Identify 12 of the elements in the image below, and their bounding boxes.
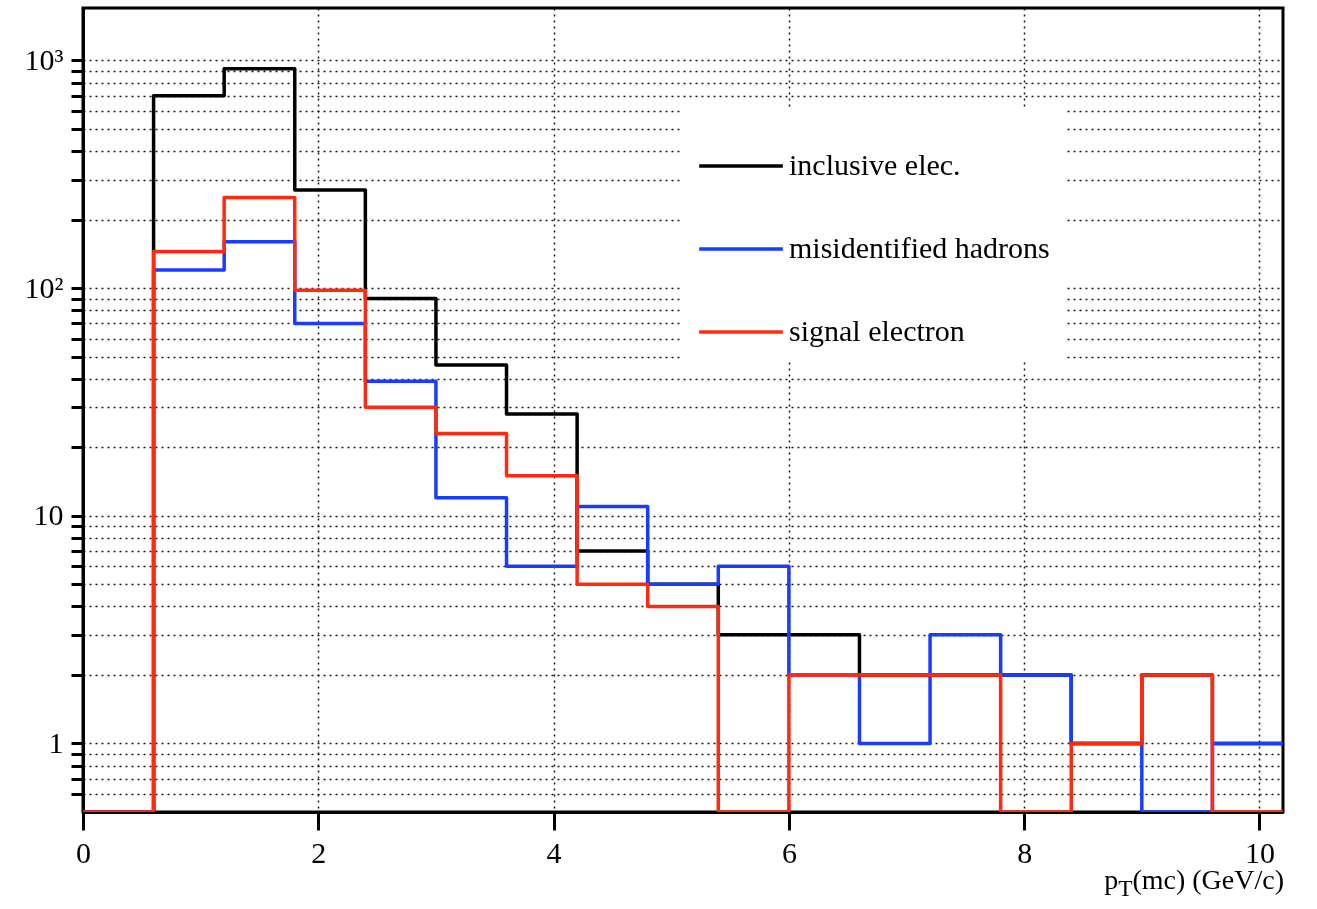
y-tick-label: 10³ [24,42,64,76]
y-tick-label: 10 [33,498,64,532]
y-tick-label: 10² [24,270,64,304]
x-tick-label: 8 [1017,835,1033,869]
x-tick-label: 6 [781,835,797,869]
x-tick-label: 4 [546,835,562,869]
x-tick-label: 2 [311,835,327,869]
y-tick-label: 1 [48,725,64,759]
x-tick-label: 0 [76,835,91,869]
legend-label: signal electron [789,314,965,347]
legend-label: inclusive elec. [789,148,961,181]
legend-label: misidentified hadrons [789,231,1050,264]
